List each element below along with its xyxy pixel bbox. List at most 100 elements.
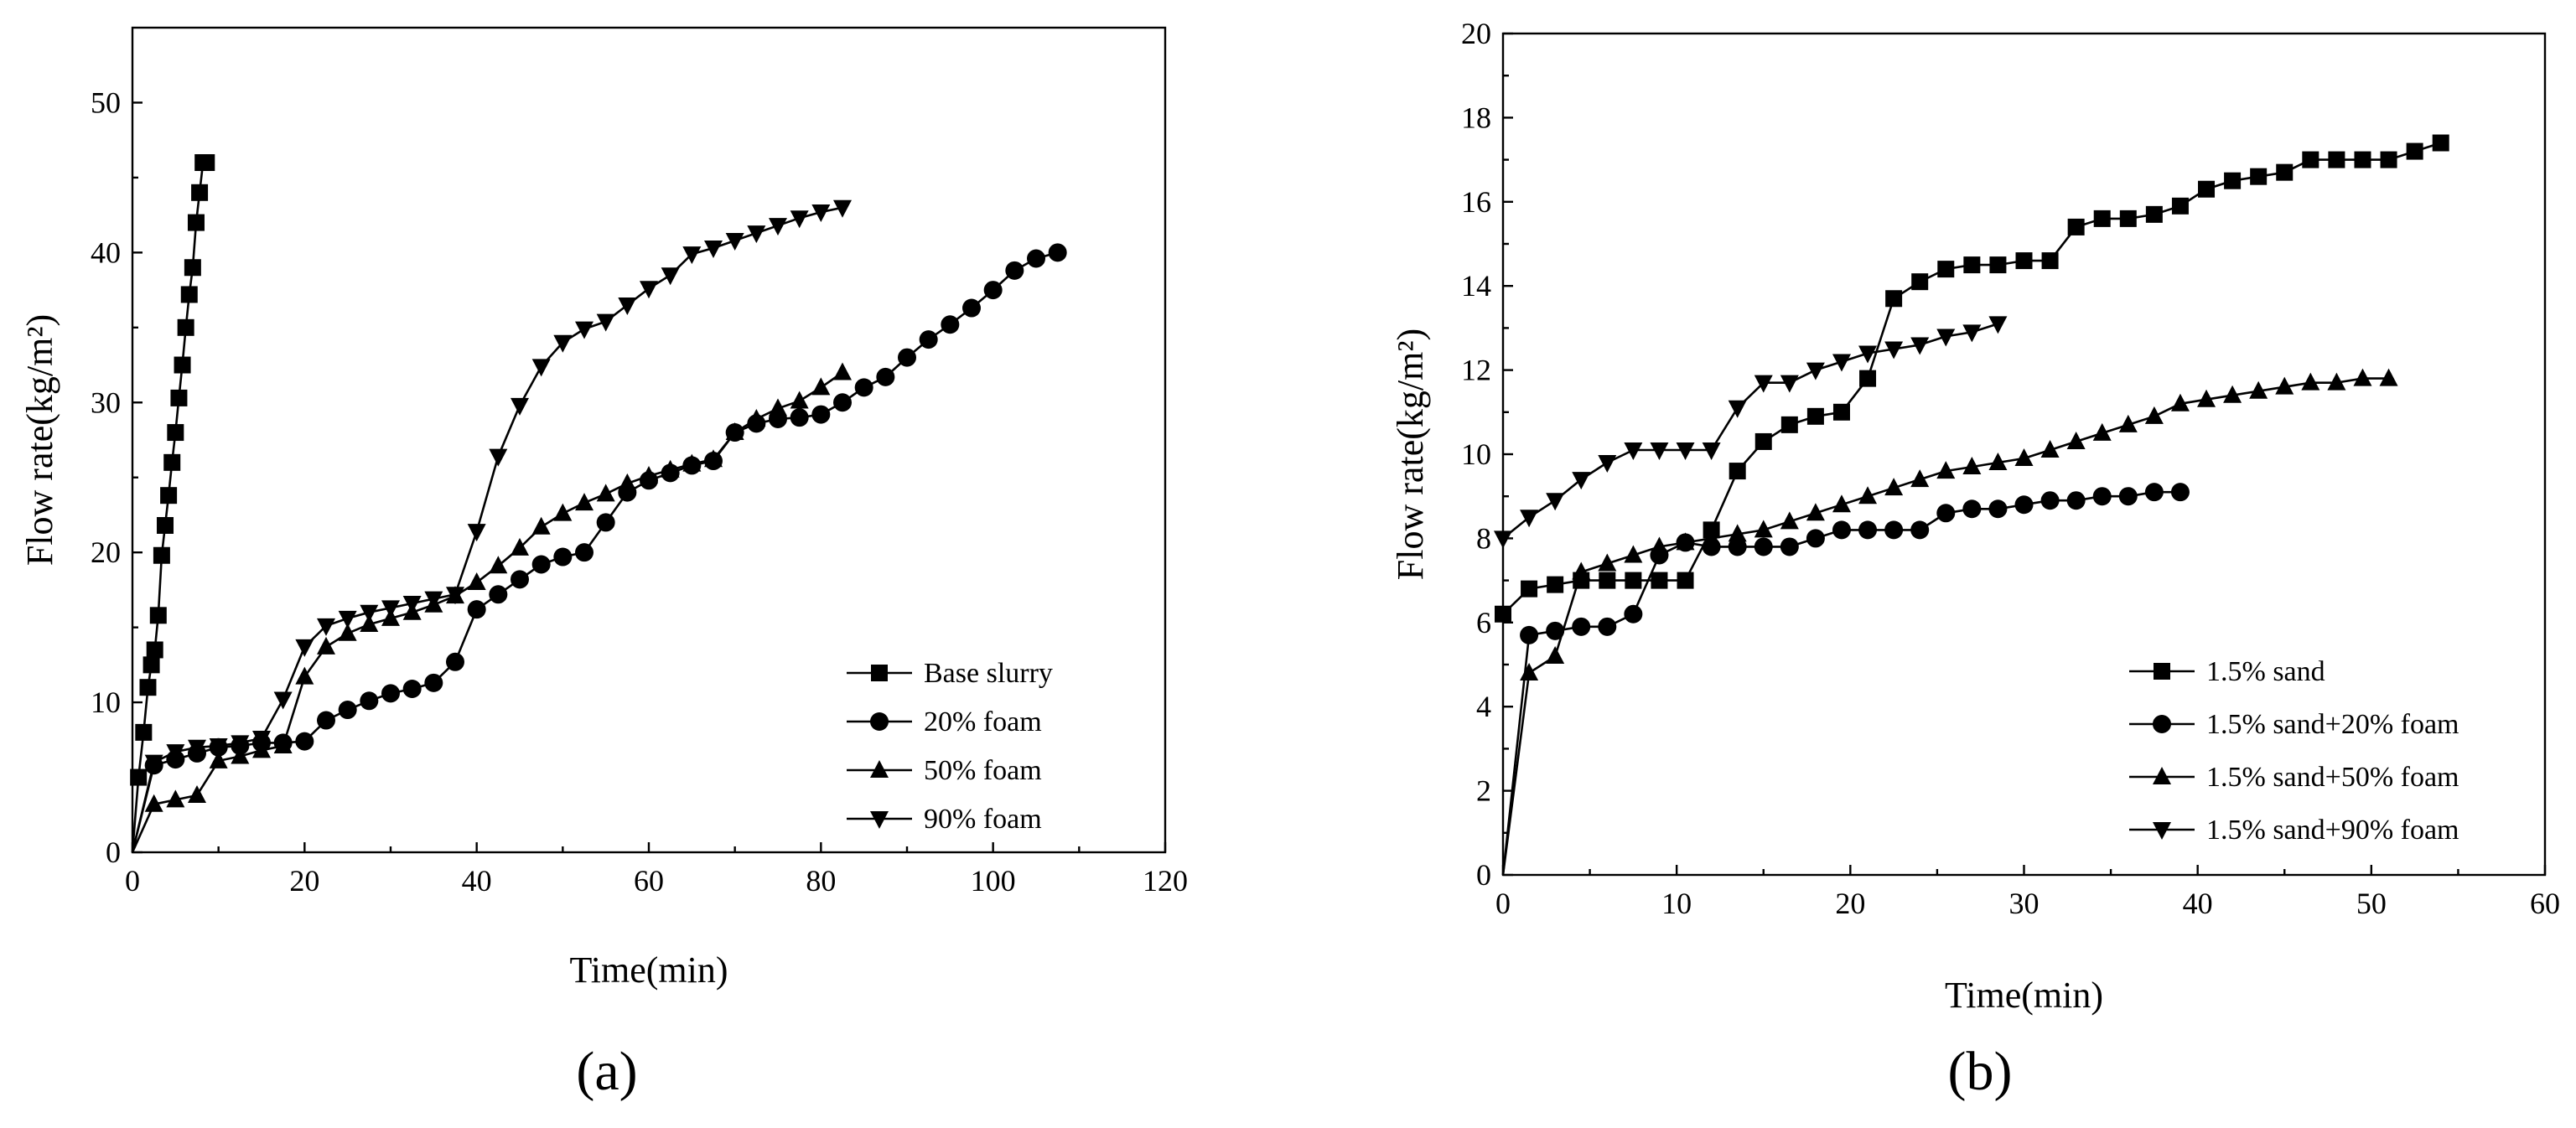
data-point [553,547,573,567]
data-point [2145,205,2163,223]
data-point [553,334,573,353]
data-point [747,408,766,427]
data-point [919,330,938,349]
data-point [1702,528,1721,546]
data-point [489,556,508,574]
legend-marker [2153,767,2171,784]
series-3 [131,199,852,853]
data-point [2118,414,2138,432]
x-tick-label: 0 [125,864,140,898]
y-tick-label: 0 [106,836,121,869]
data-point [2067,218,2085,235]
data-point [962,298,981,318]
data-point [1572,617,1591,636]
data-point [1988,453,2008,471]
data-point [596,484,615,502]
y-axis-title: Flow rate(kg/m²) [1390,329,1431,580]
data-point [1962,457,1982,475]
data-point [1806,529,1825,548]
data-point [446,652,464,671]
data-point [1806,362,1825,380]
data-point [143,656,160,674]
data-point [166,789,185,808]
data-point [2171,197,2189,215]
data-point [1911,273,1929,291]
y-tick-label: 14 [1461,269,1491,303]
data-point [1936,329,1956,347]
data-point [157,516,174,534]
data-point [1962,324,1982,343]
data-point [338,623,357,641]
data-point [1910,520,1930,540]
data-point [2198,180,2216,198]
x-tick-label: 50 [2356,887,2387,920]
legend-label: 20% foam [924,706,1042,737]
series-line [1502,323,1998,540]
data-point [854,378,873,397]
data-point [725,422,744,441]
data-point [833,362,852,380]
data-point [1884,520,1904,540]
data-point [360,614,379,633]
data-point [317,636,335,655]
x-tick-label: 10 [1661,887,1692,920]
data-point [2197,389,2216,407]
data-point [167,424,184,442]
data-point [2093,210,2111,227]
data-point [1005,261,1024,280]
data-point [149,607,167,624]
legend-marker [870,760,889,778]
data-point [1650,536,1669,555]
legend-marker [871,665,888,681]
data-point [2040,439,2060,458]
data-point [1598,617,1617,636]
data-point [618,297,637,315]
data-point [1858,520,1878,540]
data-point [575,321,593,339]
data-point [2276,163,2294,181]
data-point [511,397,529,416]
data-point [661,267,680,286]
data-point [231,735,250,753]
data-point [177,318,194,336]
data-point [1546,645,1565,664]
data-point [811,204,831,223]
data-point [1651,572,1668,589]
data-point [2092,487,2112,506]
data-point [1546,621,1565,640]
series-0 [1495,134,2449,623]
data-point [402,596,422,614]
data-point [1832,403,1850,421]
data-point [153,546,170,564]
data-point [682,453,702,472]
data-point [166,744,185,763]
panel-caption: (b) [1948,1041,2013,1102]
data-point [769,218,787,236]
data-point [191,184,209,201]
data-point [295,666,314,685]
data-point [790,210,809,229]
data-point [1832,494,1851,513]
data-point [618,473,637,491]
data-point [640,281,658,299]
y-tick-label: 10 [91,686,121,719]
data-point [640,465,658,484]
data-point [295,732,314,751]
data-point [467,524,486,542]
data-point [1754,432,1772,450]
legend-label: 50% foam [924,755,1042,786]
data-point [2066,491,2086,510]
data-point [135,723,153,741]
y-tick-label: 18 [1461,101,1491,134]
data-point [2170,393,2190,411]
data-point [2379,368,2398,386]
data-point [1520,663,1539,681]
data-point [1910,337,1930,355]
data-point [1988,316,2008,334]
data-point [983,281,1003,300]
data-point [811,405,831,424]
data-point [467,600,486,619]
data-point [1858,486,1878,504]
data-point [209,750,228,768]
data-point [1988,499,2008,519]
